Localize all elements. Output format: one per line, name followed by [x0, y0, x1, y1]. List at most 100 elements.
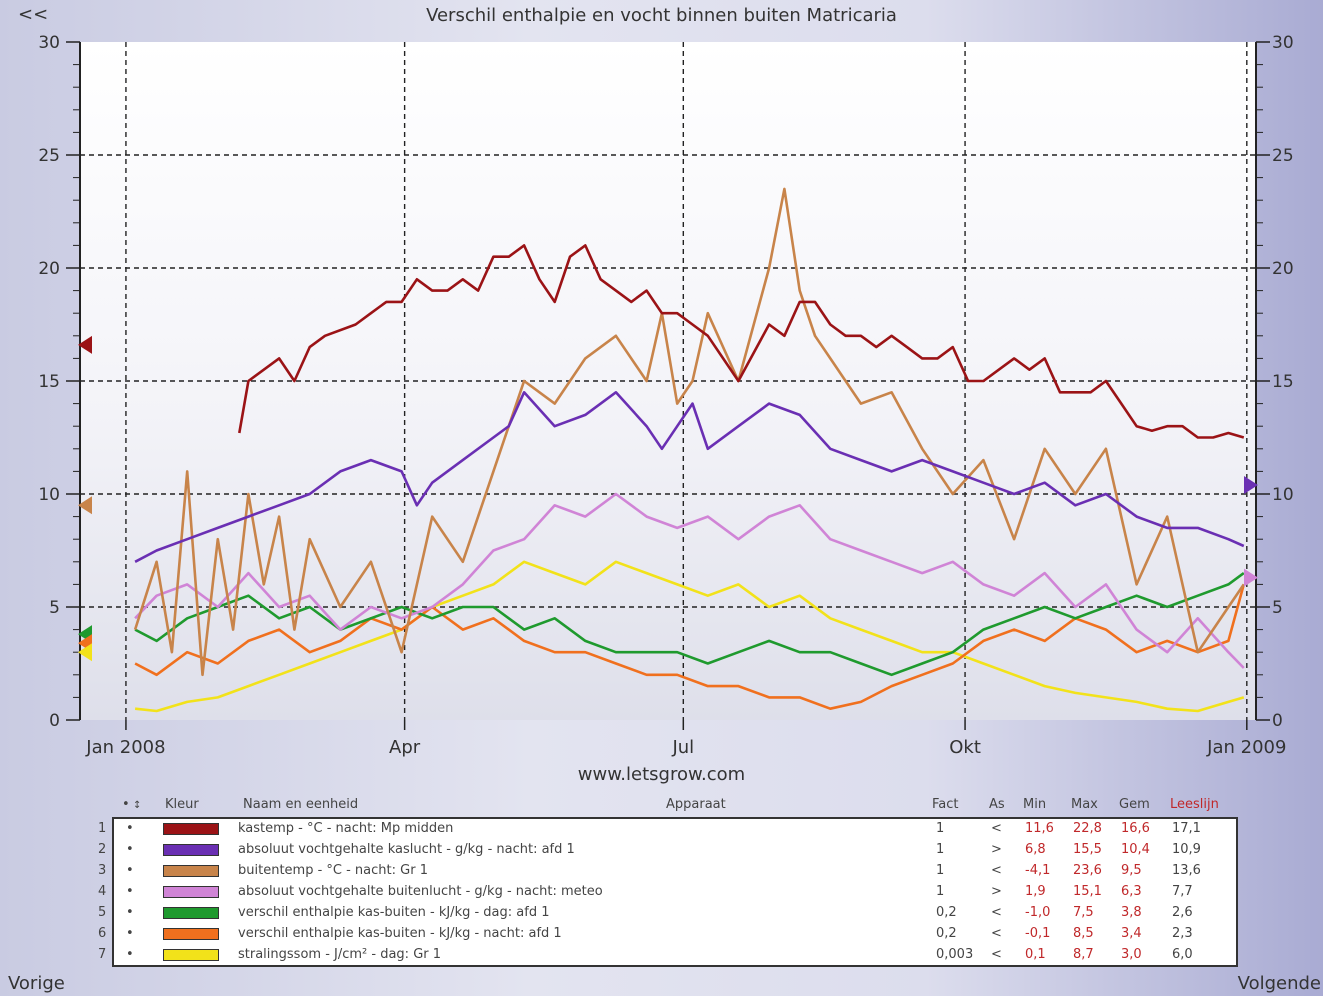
y-tick-label-left: 15	[38, 372, 60, 392]
legend-header-avg: Gem	[1119, 797, 1150, 812]
legend-row-read: 7,7	[1172, 884, 1193, 899]
legend-row-fact: 1	[936, 863, 945, 878]
legend-row-max: 15,1	[1073, 884, 1102, 899]
legend-row-name: stralingssom - J/cm² - dag: Gr 1	[238, 947, 442, 962]
legend-row-number: 3	[98, 863, 107, 878]
legend-row[interactable]: 4 • absoluut vochtgehalte buitenlucht - …	[98, 882, 1236, 903]
y-tick-label-right: 10	[1272, 485, 1294, 505]
legend-row[interactable]: 2 • absoluut vochtgehalte kaslucht - g/k…	[98, 840, 1236, 861]
legend-row-number: 7	[98, 947, 107, 962]
y-tick-label-left: 30	[38, 33, 60, 53]
legend-row-read: 6,0	[1172, 947, 1193, 962]
y-tick-label-left: 20	[38, 259, 60, 279]
legend-header-axis: As	[989, 797, 1005, 812]
legend-header-sort[interactable]: ↕	[133, 800, 142, 811]
x-tick-label: Jul	[671, 737, 694, 758]
y-tick-label-right: 30	[1272, 33, 1294, 53]
legend-row[interactable]: 7 • stralingssom - J/cm² - dag: Gr 1 0,0…	[98, 945, 1236, 966]
previous-button[interactable]: Vorige	[8, 973, 65, 994]
legend-row-fact: 0,2	[936, 926, 957, 941]
value-marker-left	[78, 496, 92, 515]
legend-row-read: 17,1	[1172, 821, 1201, 836]
legend-row-avg: 9,5	[1121, 863, 1142, 878]
y-tick-label-left: 0	[49, 711, 60, 731]
legend-row-dot[interactable]: •	[126, 905, 134, 920]
legend-row-swatch[interactable]	[163, 907, 219, 919]
legend-row-avg: 3,4	[1121, 926, 1142, 941]
legend-row-name: verschil enthalpie kas-buiten - kJ/kg - …	[238, 905, 550, 920]
series-line-4	[134, 492, 1245, 669]
back-button[interactable]: <<	[18, 4, 49, 25]
legend-row-max: 8,7	[1073, 947, 1094, 962]
legend-row-swatch[interactable]	[163, 949, 219, 961]
legend-row[interactable]: 3 • buitentemp - °C - nacht: Gr 1 1 < -4…	[98, 861, 1236, 882]
legend-row-fact: 1	[936, 884, 945, 899]
legend-row-dot[interactable]: •	[126, 884, 134, 899]
legend-row-name: absoluut vochtgehalte kaslucht - g/kg - …	[238, 842, 575, 857]
y-tick-label-right: 0	[1272, 711, 1283, 731]
legend-row-number: 2	[98, 842, 107, 857]
legend-row-read: 2,3	[1172, 926, 1193, 941]
legend-header-device: Apparaat	[666, 797, 726, 812]
website-label: www.letsgrow.com	[577, 764, 746, 785]
legend-row-max: 22,8	[1073, 821, 1102, 836]
legend-table: 1 • kastemp - °C - nacht: Mp midden 1 < …	[98, 817, 1238, 967]
legend-row-axis[interactable]: >	[991, 842, 1002, 857]
legend-row-min: -4,1	[1025, 863, 1051, 878]
legend-row-name: absoluut vochtgehalte buitenlucht - g/kg…	[238, 884, 603, 899]
legend-row[interactable]: 6 • verschil enthalpie kas-buiten - kJ/k…	[98, 924, 1236, 945]
legend-row-swatch[interactable]	[163, 886, 219, 898]
legend-row-number: 6	[98, 926, 107, 941]
legend-row-number: 1	[98, 821, 107, 836]
legend-row-max: 7,5	[1073, 905, 1094, 920]
legend-row-min: 1,9	[1025, 884, 1046, 899]
legend-row-swatch[interactable]	[163, 823, 219, 835]
legend-row[interactable]: 1 • kastemp - °C - nacht: Mp midden 1 < …	[98, 819, 1236, 840]
legend-row-avg: 10,4	[1121, 842, 1150, 857]
legend-row-dot[interactable]: •	[126, 926, 134, 941]
legend-header-dot: •	[122, 797, 130, 812]
legend-row-fact: 1	[936, 842, 945, 857]
legend-row-read: 10,9	[1172, 842, 1201, 857]
chart-svg: 0 0 5 5 10 10 15 15 20 20 25 25 30 30 Jan 2008 Apr Jul Ok…	[38, 33, 1294, 758]
legend-row-min: -0,1	[1025, 926, 1051, 941]
y-tick-label-right: 20	[1272, 259, 1294, 279]
x-tick-label: Okt	[949, 737, 981, 758]
series-line-5	[134, 572, 1245, 677]
legend-header-color: Kleur	[165, 797, 199, 812]
legend-row-name: buitentemp - °C - nacht: Gr 1	[238, 863, 428, 878]
legend-row-swatch[interactable]	[163, 928, 219, 940]
legend-row-axis[interactable]: >	[991, 884, 1002, 899]
legend-row-max: 23,6	[1073, 863, 1102, 878]
x-tick-label: Jan 2009	[1206, 737, 1286, 758]
legend-header-max: Max	[1071, 797, 1098, 812]
legend-row-min: 0,1	[1025, 947, 1046, 962]
series-line-7	[134, 560, 1245, 713]
x-tick-label: Apr	[389, 737, 421, 758]
legend-row-max: 15,5	[1073, 842, 1102, 857]
legend-row-axis[interactable]: <	[991, 905, 1002, 920]
legend-row-swatch[interactable]	[163, 844, 219, 856]
legend-row[interactable]: 5 • verschil enthalpie kas-buiten - kJ/k…	[98, 903, 1236, 924]
legend-row-read: 13,6	[1172, 863, 1201, 878]
legend-row-avg: 3,8	[1121, 905, 1142, 920]
legend-row-min: -1,0	[1025, 905, 1051, 920]
legend-row-dot[interactable]: •	[126, 821, 134, 836]
legend-row-avg: 3,0	[1121, 947, 1142, 962]
legend-header-min: Min	[1023, 797, 1047, 812]
legend-row-name: kastemp - °C - nacht: Mp midden	[238, 821, 454, 836]
series-line-2	[134, 390, 1245, 563]
legend-row-axis[interactable]: <	[991, 821, 1002, 836]
legend-row-swatch[interactable]	[163, 865, 219, 877]
legend-row-axis[interactable]: <	[991, 947, 1002, 962]
legend-row-min: 11,6	[1025, 821, 1054, 836]
legend-row-dot[interactable]: •	[126, 842, 134, 857]
next-button[interactable]: Volgende	[1237, 973, 1321, 994]
legend-row-read: 2,6	[1172, 905, 1193, 920]
legend-row-dot[interactable]: •	[126, 947, 134, 962]
legend-row-axis[interactable]: <	[991, 926, 1002, 941]
legend-row-dot[interactable]: •	[126, 863, 134, 878]
legend-row-axis[interactable]: <	[991, 863, 1002, 878]
y-tick-label-left: 10	[38, 485, 60, 505]
legend-row-name: verschil enthalpie kas-buiten - kJ/kg - …	[238, 926, 562, 941]
